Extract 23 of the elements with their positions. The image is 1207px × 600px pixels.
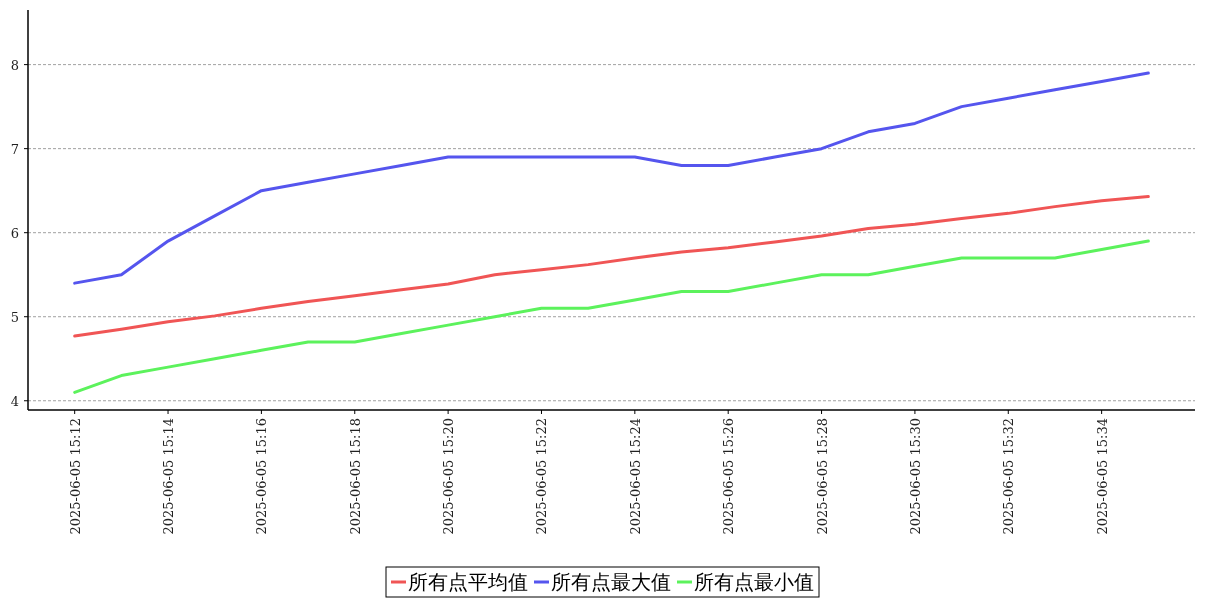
legend-label: 所有点最大值: [551, 570, 671, 594]
line-series: [73, 71, 1150, 285]
y-tick-label: 6: [10, 225, 19, 241]
line-series: [73, 239, 1150, 394]
x-tick-label: 2025-06-05 15:30: [907, 418, 923, 535]
x-tick-label: 2025-06-05 15:22: [534, 418, 550, 535]
x-tick-label: 2025-06-05 15:28: [814, 418, 830, 535]
line-series: [73, 195, 1150, 338]
x-tick-label: 2025-06-05 15:32: [1001, 418, 1017, 535]
y-tick-label: 7: [10, 141, 19, 157]
legend-label: 所有点最小值: [694, 570, 814, 594]
x-tick-label: 2025-06-05 15:20: [441, 418, 457, 535]
x-tick-label: 2025-06-05 15:14: [161, 418, 177, 535]
x-tick-label: 2025-06-05 15:24: [627, 418, 643, 535]
legend-label: 所有点平均值: [408, 570, 528, 594]
x-tick-label: 2025-06-05 15:12: [67, 418, 83, 535]
x-tick-label: 2025-06-05 15:26: [721, 418, 737, 535]
x-tick-label: 2025-06-05 15:34: [1094, 418, 1110, 535]
y-tick-label: 5: [10, 309, 19, 325]
x-tick-label: 2025-06-05 15:16: [254, 418, 270, 535]
y-tick-label: 4: [10, 393, 19, 409]
x-tick-label: 2025-06-05 15:18: [347, 418, 363, 535]
y-tick-label: 8: [10, 57, 19, 73]
